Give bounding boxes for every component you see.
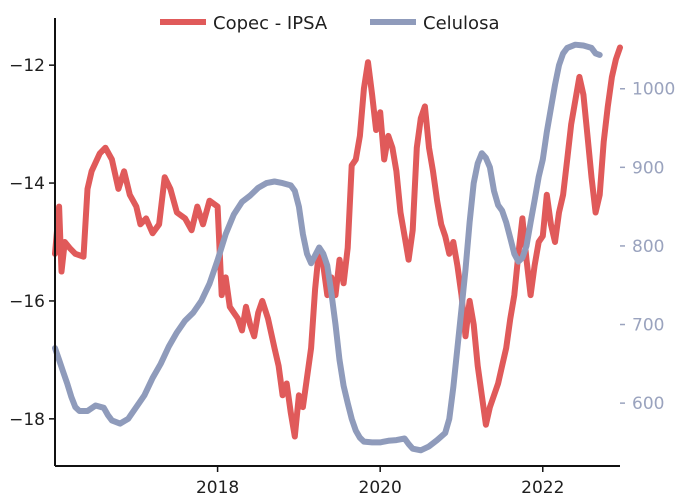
y-left-tick-label: −14 — [9, 174, 45, 194]
legend: Copec - IPSA Celulosa — [160, 13, 499, 34]
axis-ticks: −18 −16 −14 −12 600 700 800 900 1000 2018 2020 2022 — [9, 56, 675, 495]
y-left-tick-label: −18 — [9, 410, 45, 430]
legend-label-copec: Copec - IPSA — [213, 13, 328, 34]
y-left-tick-label: −12 — [9, 56, 45, 76]
series-layer — [52, 41, 623, 454]
x-tick-label: 2022 — [521, 478, 564, 495]
axes — [54, 18, 620, 467]
x-tick-label: 2018 — [196, 478, 239, 495]
series-line-copec — [52, 44, 623, 440]
y-left-tick-label: −16 — [9, 292, 45, 312]
series-line-celulosa — [52, 41, 603, 454]
y-right-tick-label: 1000 — [632, 80, 675, 100]
y-right-tick-label: 900 — [632, 158, 664, 178]
legend-label-celulosa: Celulosa — [423, 13, 499, 34]
y-right-tick-label: 800 — [632, 237, 664, 257]
y-right-tick-label: 700 — [632, 316, 664, 336]
x-tick-label: 2020 — [359, 478, 402, 495]
y-right-tick-label: 600 — [632, 394, 664, 414]
